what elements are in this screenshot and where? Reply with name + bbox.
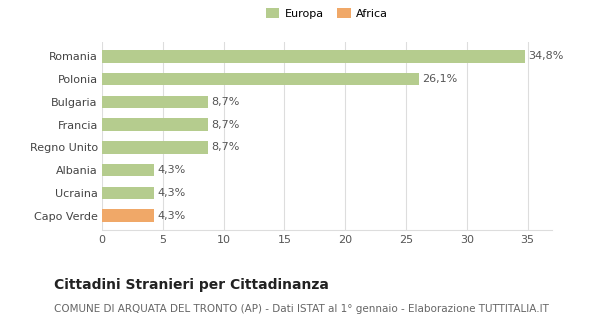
Text: 4,3%: 4,3%	[157, 188, 185, 198]
Bar	[102, 118, 208, 131]
Text: 34,8%: 34,8%	[528, 52, 563, 61]
Text: 8,7%: 8,7%	[211, 120, 239, 130]
Text: 26,1%: 26,1%	[422, 74, 458, 84]
Bar	[102, 187, 154, 199]
Text: 4,3%: 4,3%	[157, 165, 185, 175]
Bar	[102, 73, 419, 85]
Text: 8,7%: 8,7%	[211, 97, 239, 107]
Bar	[102, 209, 154, 222]
Bar	[102, 96, 208, 108]
Text: 8,7%: 8,7%	[211, 142, 239, 152]
Legend: Europa, Africa: Europa, Africa	[263, 6, 391, 21]
Text: COMUNE DI ARQUATA DEL TRONTO (AP) - Dati ISTAT al 1° gennaio - Elaborazione TUTT: COMUNE DI ARQUATA DEL TRONTO (AP) - Dati…	[54, 304, 549, 314]
Bar	[102, 141, 208, 154]
Text: Cittadini Stranieri per Cittadinanza: Cittadini Stranieri per Cittadinanza	[54, 278, 329, 292]
Text: 4,3%: 4,3%	[157, 211, 185, 220]
Bar	[102, 164, 154, 176]
Bar	[102, 50, 525, 63]
